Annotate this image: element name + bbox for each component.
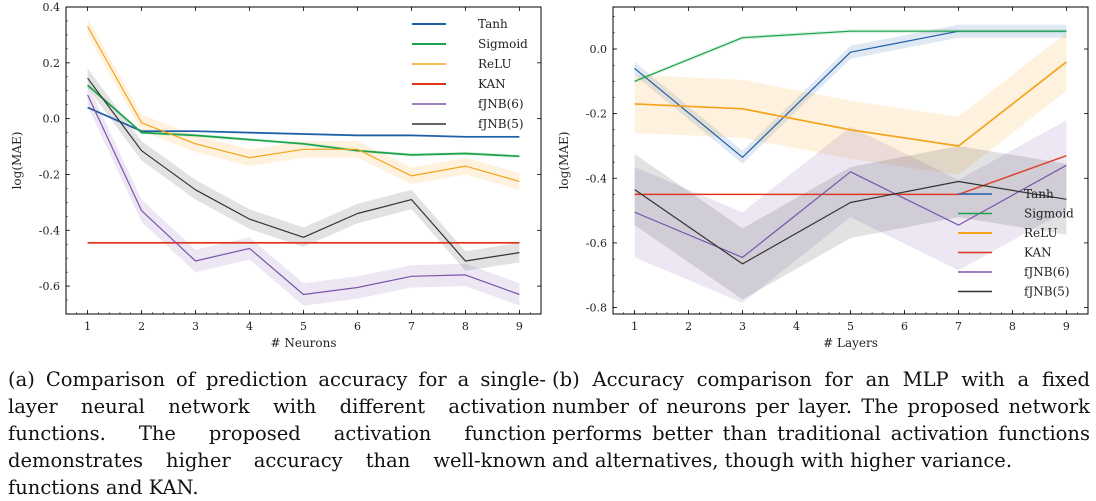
caption-a: (a) Comparison of prediction accuracy fo…	[8, 368, 546, 499]
legend: Tanh Sigmoid ReLU KAN fJNB(6) fJNB(5)	[958, 187, 1074, 299]
x-tick-label: 1	[631, 320, 638, 333]
x-axis-label: # Neurons	[270, 336, 336, 350]
x-tick-label: 9	[516, 320, 523, 333]
legend-label-sigmoid: Sigmoid	[1024, 207, 1074, 221]
y-axis-label: log(MAE)	[557, 132, 571, 190]
series-line-fjnb-6	[87, 94, 520, 296]
series-line-kan	[634, 155, 1067, 195]
series-line-fjnb-5	[634, 180, 1067, 265]
x-tick-label: 6	[901, 320, 908, 333]
band-fjnb-5	[87, 68, 520, 271]
y-tick-label: -0.4	[39, 224, 60, 237]
chart-a: 1 2 3 4 5 6 7 8 9 0.4 0.2 0.0 -0.2 -0.4 -0.6 # Neurons l…	[10, 1, 542, 350]
legend-label-tanh: Tanh	[478, 17, 508, 31]
y-tick-label: 0.0	[43, 113, 61, 126]
y-axis-label: log(MAE)	[10, 132, 24, 190]
x-axis-label: # Layers	[823, 336, 878, 350]
x-tick-label: 3	[739, 320, 746, 333]
y-tick-label: -0.4	[586, 172, 607, 185]
x-tick-label: 2	[138, 320, 145, 333]
y-tick-label: -0.8	[586, 302, 607, 315]
y-tick-label: 0.0	[590, 43, 608, 56]
series-line-relu	[87, 26, 520, 182]
series-line-sigmoid	[634, 30, 1067, 82]
x-tick-label: 8	[462, 320, 469, 333]
x-tick-label: 7	[408, 320, 415, 333]
x-tick-label: 1	[84, 320, 91, 333]
series-line-fjnb-6	[634, 164, 1067, 258]
series-line-fjnb-5	[87, 77, 520, 262]
y-tick-label: -0.2	[39, 168, 60, 181]
legend-label-relu: ReLU	[1024, 226, 1058, 240]
series-line-relu	[634, 61, 1067, 147]
legend-label-sigmoid: Sigmoid	[478, 37, 528, 51]
legend-label-tanh: Tanh	[1024, 187, 1054, 201]
legend-label-fjnb-5: fJNB(5)	[1024, 285, 1070, 299]
legend-label-kan: KAN	[1024, 246, 1052, 260]
band-fjnb-6	[87, 83, 520, 306]
legend-label-relu: ReLU	[478, 57, 512, 71]
y-tick-label: -0.6	[39, 280, 60, 293]
x-tick-label: 4	[246, 320, 253, 333]
x-tick-label: 6	[354, 320, 361, 333]
x-tick-label: 3	[192, 320, 199, 333]
legend-label-fjnb-6: fJNB(6)	[478, 97, 524, 111]
x-tick-label: 7	[955, 320, 962, 333]
series-line-tanh	[87, 106, 520, 138]
band-fjnb-5	[634, 146, 1067, 300]
band-relu	[87, 18, 520, 190]
series-line-sigmoid	[87, 84, 520, 158]
x-tick-label: 8	[1009, 320, 1016, 333]
legend: Tanh Sigmoid ReLU KAN fJNB(6) fJNB(5)	[412, 17, 528, 131]
x-tick-label: 5	[300, 320, 307, 333]
x-tick-label: 2	[685, 320, 692, 333]
x-tick-label: 9	[1063, 320, 1070, 333]
x-tick-label: 5	[847, 320, 854, 333]
figure-canvas: 1 2 3 4 5 6 7 8 9 0.4 0.2 0.0 -0.2 -0.4 -0.6 # Neurons l…	[10, 1, 1089, 350]
band-relu	[634, 32, 1067, 176]
caption-b: (b) Accuracy comparison for an MLP with …	[552, 368, 1090, 472]
y-tick-label: -0.6	[586, 237, 607, 250]
legend-label-fjnb-5: fJNB(5)	[478, 117, 524, 131]
legend-label-kan: KAN	[478, 77, 506, 91]
y-tick-label: 0.2	[43, 57, 61, 70]
chart-b: 1 2 3 4 5 6 7 8 9 0.0 -0.2 -0.4 -0.6 -0.8 # Layers log(…	[557, 6, 1089, 350]
y-tick-label: -0.2	[586, 108, 607, 121]
legend-label-fjnb-6: fJNB(6)	[1024, 265, 1070, 279]
x-tick-label: 4	[793, 320, 800, 333]
y-tick-label: 0.4	[43, 1, 61, 14]
